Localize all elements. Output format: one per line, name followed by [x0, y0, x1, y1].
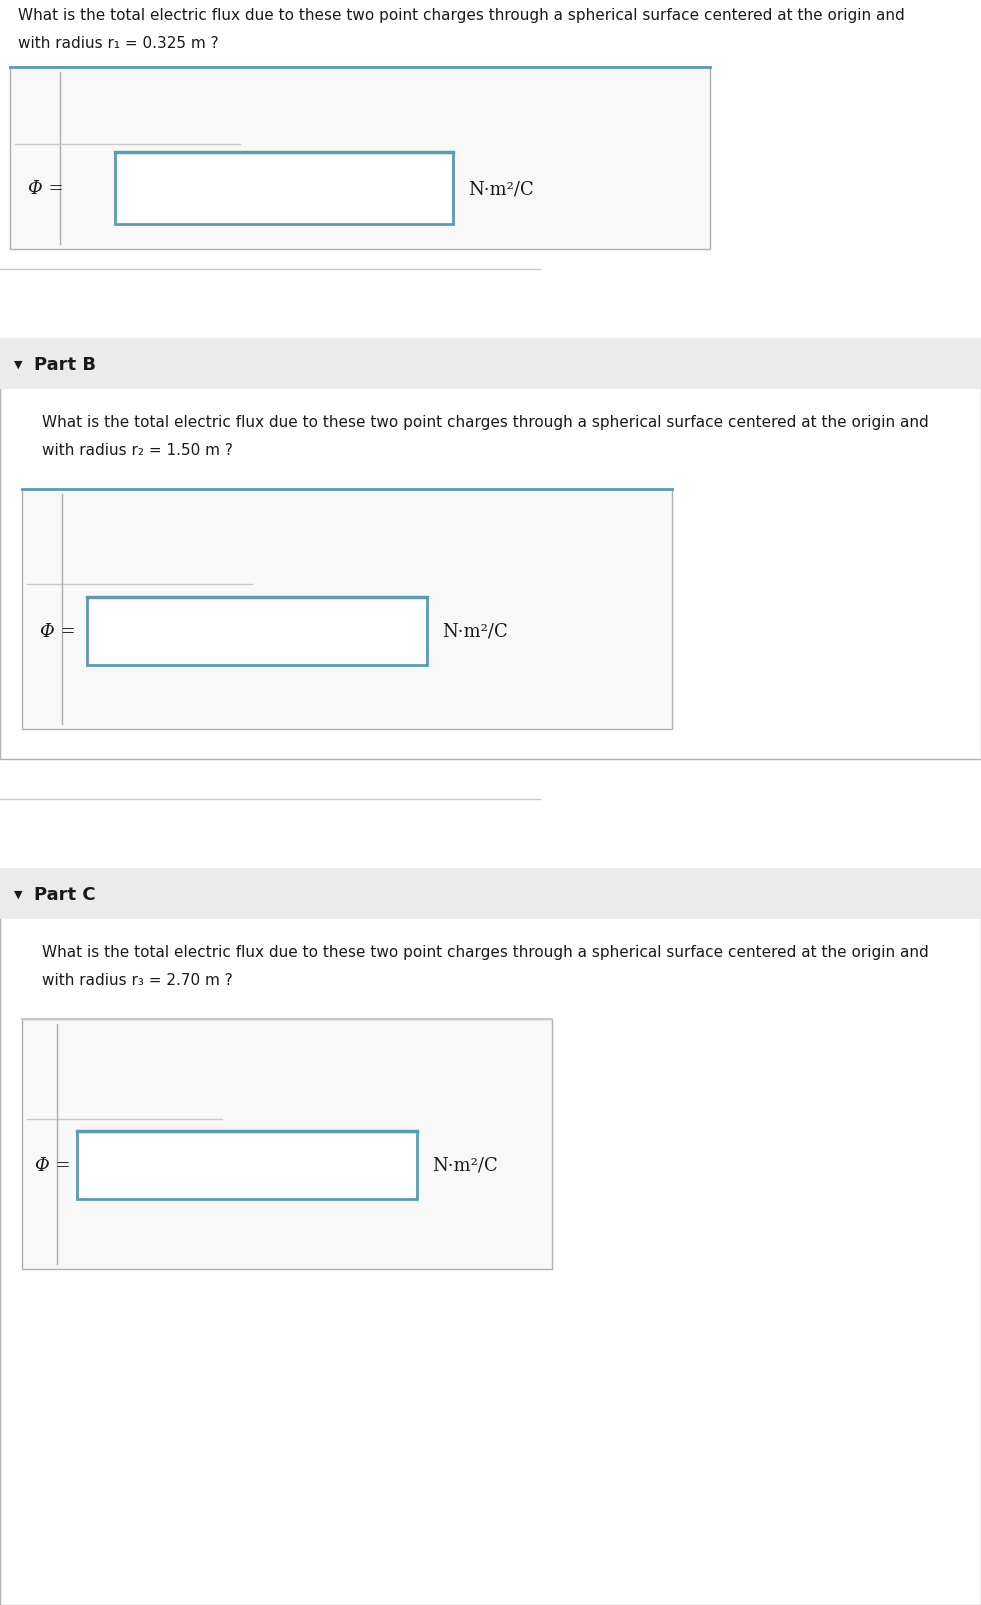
Text: Part B: Part B: [34, 356, 96, 374]
Text: Part C: Part C: [34, 886, 95, 904]
Text: What is the total electric flux due to these two point charges through a spheric: What is the total electric flux due to t…: [42, 944, 929, 960]
Bar: [115, 152, 453, 225]
Text: Φ =: Φ =: [40, 623, 76, 640]
Text: Φ =: Φ =: [35, 1156, 71, 1175]
Text: N·m²/C: N·m²/C: [432, 1156, 497, 1175]
Bar: [87, 597, 427, 666]
Text: What is the total electric flux due to these two point charges through a spheric: What is the total electric flux due to t…: [42, 414, 929, 430]
Bar: [22, 490, 672, 730]
Bar: [0, 870, 981, 920]
Bar: [0, 340, 981, 390]
Text: Φ =: Φ =: [28, 180, 64, 197]
Text: with radius r₁ = 0.325 m ?: with radius r₁ = 0.325 m ?: [18, 35, 219, 51]
Bar: [22, 1019, 552, 1270]
Bar: [0, 340, 981, 759]
Text: N·m²/C: N·m²/C: [442, 623, 508, 640]
Bar: [10, 67, 710, 250]
Text: ▼: ▼: [14, 889, 23, 899]
Text: with radius r₃ = 2.70 m ?: with radius r₃ = 2.70 m ?: [42, 973, 232, 987]
Bar: [77, 1132, 417, 1199]
Text: What is the total electric flux due to these two point charges through a spheric: What is the total electric flux due to t…: [18, 8, 904, 22]
Text: with radius r₂ = 1.50 m ?: with radius r₂ = 1.50 m ?: [42, 443, 232, 457]
Bar: [0, 870, 981, 1605]
Text: N·m²/C: N·m²/C: [468, 180, 534, 197]
Text: ▼: ▼: [14, 360, 23, 369]
